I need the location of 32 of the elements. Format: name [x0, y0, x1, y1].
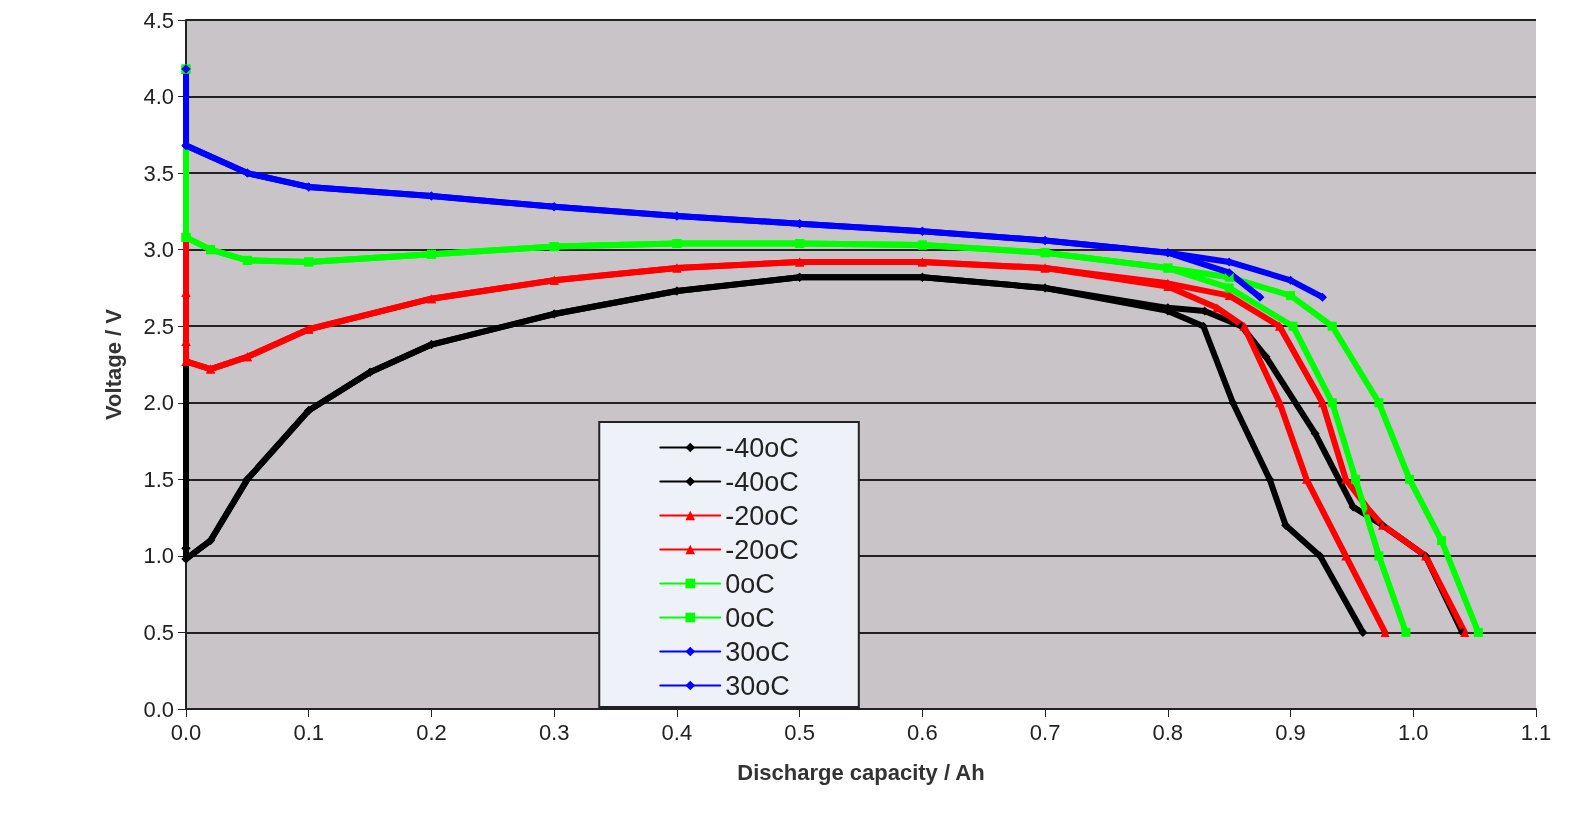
x-tick-label: 0.8 — [1152, 719, 1184, 745]
y-tick-label: 2.5 — [143, 313, 174, 339]
y-axis-title: Voltage / V — [100, 308, 126, 420]
legend-label: -20oC — [725, 500, 799, 531]
x-tick-label: 0.9 — [1275, 719, 1306, 745]
x-tick-label: 1.0 — [1397, 719, 1429, 745]
y-tick-label: 0.5 — [143, 619, 174, 645]
x-tick-label: 1.1 — [1520, 719, 1552, 745]
legend-label: -40oC — [725, 432, 799, 463]
x-tick-label: 0.5 — [784, 719, 815, 745]
x-tick-label: 0.1 — [293, 719, 325, 745]
x-tick-label: 0.0 — [170, 719, 202, 745]
y-tick-label: 3.0 — [143, 237, 174, 263]
legend-label: 30oC — [725, 670, 790, 701]
legend-label: -40oC — [725, 466, 799, 497]
x-tick-label: 0.4 — [661, 719, 693, 745]
y-tick-label: 1.0 — [143, 543, 174, 569]
legend-label: 0oC — [725, 568, 775, 599]
x-tick-label: 0.2 — [416, 719, 447, 745]
legend-label: -20oC — [725, 534, 799, 565]
y-tick-label: 0.0 — [143, 696, 174, 722]
y-tick-label: 3.5 — [143, 160, 174, 186]
y-tick-label: 4.5 — [143, 7, 174, 33]
y-tick-label: 2.0 — [143, 390, 174, 416]
legend-label: 0oC — [725, 602, 775, 633]
x-tick-label: 0.7 — [1029, 719, 1061, 745]
y-tick-label: 4.0 — [143, 84, 174, 110]
x-tick-label: 0.3 — [538, 719, 570, 745]
y-tick-label: 1.5 — [143, 466, 174, 492]
legend-label: 30oC — [725, 636, 790, 667]
x-tick-label: 0.6 — [907, 719, 938, 745]
x-axis-title: Discharge capacity / Ah — [737, 759, 985, 785]
